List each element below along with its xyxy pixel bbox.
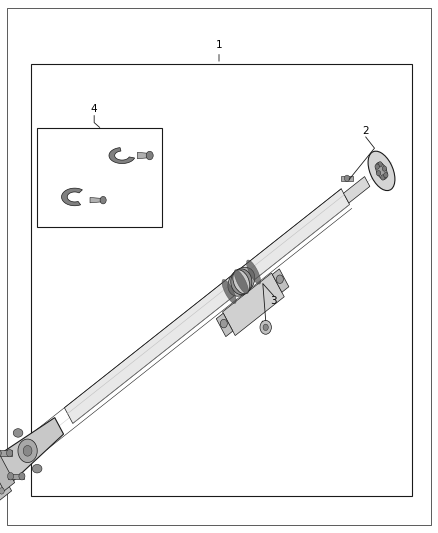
Circle shape [344, 175, 350, 182]
Circle shape [220, 319, 227, 328]
Polygon shape [0, 453, 11, 502]
Ellipse shape [13, 429, 23, 437]
Polygon shape [0, 453, 14, 491]
Circle shape [376, 171, 381, 176]
Circle shape [23, 446, 32, 456]
Ellipse shape [222, 279, 236, 303]
Text: 4: 4 [91, 104, 98, 114]
Polygon shape [272, 269, 289, 292]
Bar [0, 450, 12, 456]
Polygon shape [62, 188, 82, 206]
Bar [37, 128, 162, 227]
Circle shape [276, 275, 283, 284]
Circle shape [384, 173, 388, 178]
Circle shape [100, 197, 106, 204]
Polygon shape [216, 313, 233, 337]
Ellipse shape [32, 464, 42, 473]
Circle shape [7, 472, 14, 480]
Ellipse shape [368, 151, 395, 191]
Circle shape [260, 320, 272, 334]
Ellipse shape [228, 267, 255, 296]
Bar [341, 176, 353, 181]
Bar [8, 473, 24, 479]
Polygon shape [343, 176, 370, 203]
Circle shape [381, 175, 385, 180]
Polygon shape [90, 198, 103, 203]
Circle shape [18, 439, 37, 463]
Circle shape [146, 151, 153, 160]
Ellipse shape [233, 270, 250, 294]
Text: 3: 3 [270, 296, 277, 306]
Polygon shape [0, 418, 64, 487]
Circle shape [378, 161, 382, 167]
Polygon shape [64, 189, 350, 423]
Text: 1: 1 [215, 41, 223, 50]
Polygon shape [223, 273, 284, 336]
Polygon shape [109, 148, 134, 164]
Circle shape [0, 488, 4, 494]
Polygon shape [138, 152, 150, 159]
Circle shape [375, 164, 379, 169]
Ellipse shape [376, 163, 387, 179]
Circle shape [0, 449, 1, 457]
Circle shape [7, 449, 13, 457]
Text: 2: 2 [362, 126, 369, 135]
Circle shape [382, 166, 387, 171]
Circle shape [19, 472, 25, 480]
Bar [31, 64, 412, 496]
Ellipse shape [247, 260, 261, 284]
Ellipse shape [234, 270, 248, 294]
Circle shape [263, 324, 268, 330]
Ellipse shape [231, 269, 252, 295]
